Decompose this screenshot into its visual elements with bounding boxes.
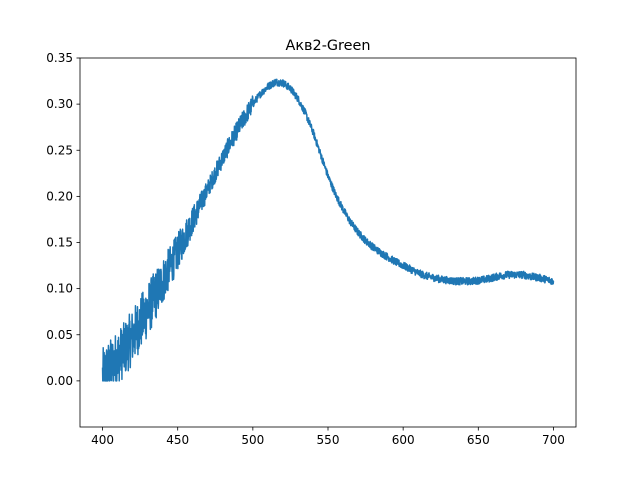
plot-area — [101, 78, 555, 382]
x-tick-label: 550 — [317, 433, 340, 447]
axes: 400 450 500 550 600 650 700 0.00 0.05 0.10 0.15 0.2… — [46, 51, 577, 447]
y-tick-label: 0.05 — [46, 328, 73, 342]
x-tick-label: 700 — [542, 433, 565, 447]
x-tick-label: 650 — [467, 433, 490, 447]
y-tick-label: 0.10 — [46, 282, 73, 296]
x-tick-label: 600 — [392, 433, 415, 447]
y-tick-label: 0.20 — [46, 189, 73, 203]
y-tick-label: 0.30 — [46, 97, 73, 111]
x-tick-label: 400 — [91, 433, 114, 447]
y-tick-label: 0.15 — [46, 236, 73, 250]
data-line-0 — [101, 78, 555, 382]
x-tick-label: 450 — [166, 433, 189, 447]
x-tick-label: 500 — [241, 433, 264, 447]
y-tick-label: 0.00 — [46, 374, 73, 388]
y-tick-label: 0.35 — [46, 51, 73, 65]
y-tick-label: 0.25 — [46, 143, 73, 157]
chart-title: Акв2-Green — [286, 38, 371, 54]
